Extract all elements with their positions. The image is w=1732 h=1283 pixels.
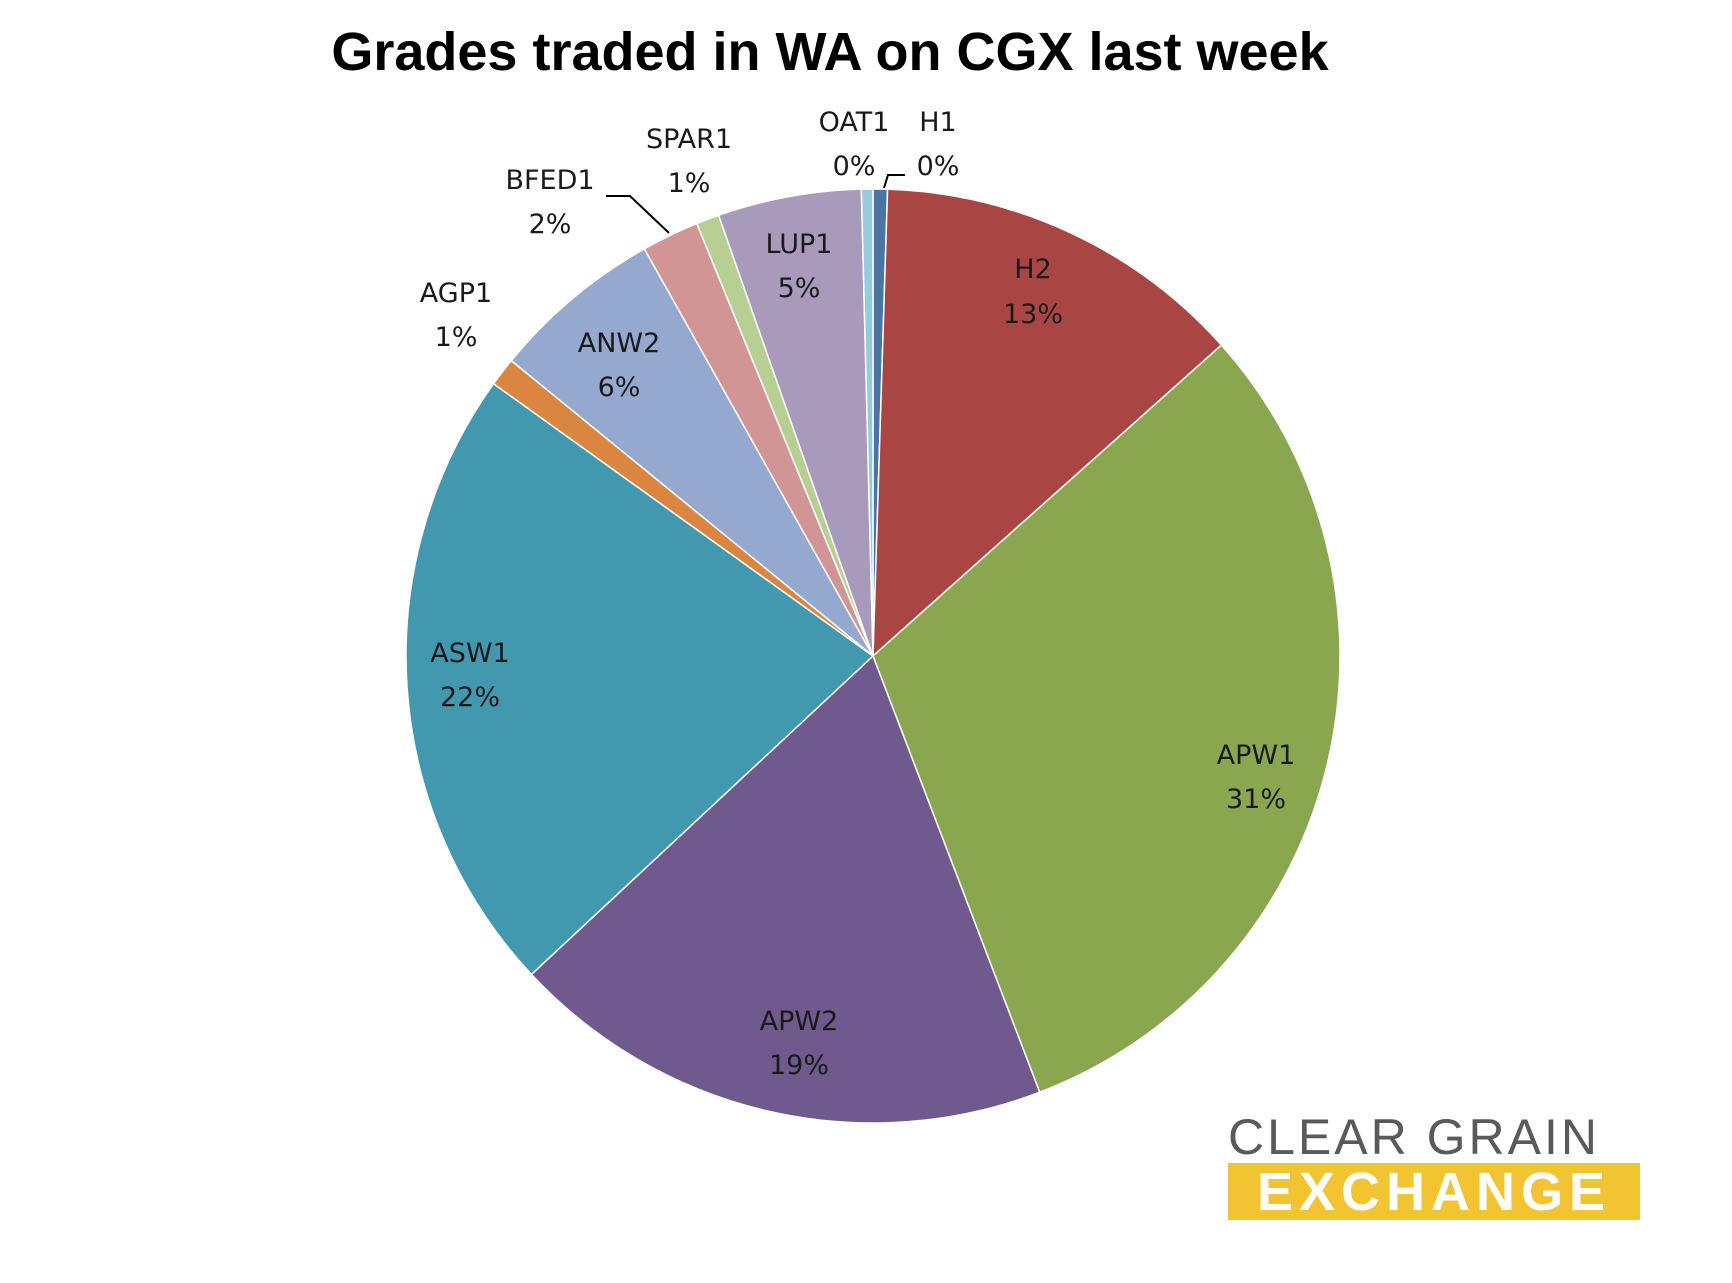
- pie-slice-anw2: [510, 247, 874, 657]
- pie-slices: [405, 188, 1341, 1124]
- slice-percent-bfed1: 2%: [529, 209, 572, 240]
- slice-label-oat1: OAT1: [819, 107, 890, 138]
- slice-label-h1: H1: [919, 107, 956, 138]
- slice-label-h2: H2: [1014, 254, 1051, 285]
- leader-line-bfed1: [606, 195, 670, 234]
- pie-slice-h2: [872, 188, 1223, 658]
- leader-line-h1: [883, 174, 905, 189]
- pie-slice-oat1: [860, 188, 874, 657]
- slice-label-apw2: APW2: [760, 1006, 839, 1037]
- chart-title: Grades traded in WA on CGX last week: [331, 22, 1329, 82]
- logo-line-2: EXCHANGE: [1256, 1162, 1612, 1222]
- slice-percent-lup1: 5%: [778, 273, 821, 304]
- slice-label-apw1: APW1: [1217, 740, 1296, 771]
- slice-labels: H1 0% H2 13% APW1 31% APW2 19% ASW1 22% AGP1 1% ANW2…: [420, 107, 1296, 1081]
- slice-percent-agp1: 1%: [435, 322, 478, 353]
- slice-label-asw1: ASW1: [430, 638, 509, 669]
- logo-bar: [1228, 1163, 1640, 1220]
- slice-label-bfed1: BFED1: [505, 165, 594, 196]
- pie-slice-apw1: [872, 344, 1341, 1094]
- slice-percent-anw2: 6%: [598, 372, 641, 403]
- slice-percent-oat1: 0%: [833, 151, 876, 182]
- leader-lines: [606, 174, 905, 234]
- pie-slice-apw2: [530, 654, 1041, 1124]
- slice-percent-asw1: 22%: [440, 682, 500, 713]
- slice-percent-h2: 13%: [1003, 299, 1063, 330]
- slice-label-lup1: LUP1: [766, 229, 833, 260]
- slice-percent-apw1: 31%: [1226, 784, 1286, 815]
- slice-label-anw2: ANW2: [578, 328, 661, 359]
- slice-percent-apw2: 19%: [769, 1050, 829, 1081]
- pie-slice-lup1: [717, 188, 874, 657]
- slice-label-agp1: AGP1: [420, 278, 492, 309]
- slice-percent-spar1: 1%: [668, 168, 711, 199]
- pie-slice-asw1: [405, 382, 875, 976]
- slice-label-spar1: SPAR1: [646, 124, 732, 155]
- slice-percent-h1: 0%: [917, 151, 960, 182]
- logo-line-1: CLEAR GRAIN: [1228, 1109, 1600, 1165]
